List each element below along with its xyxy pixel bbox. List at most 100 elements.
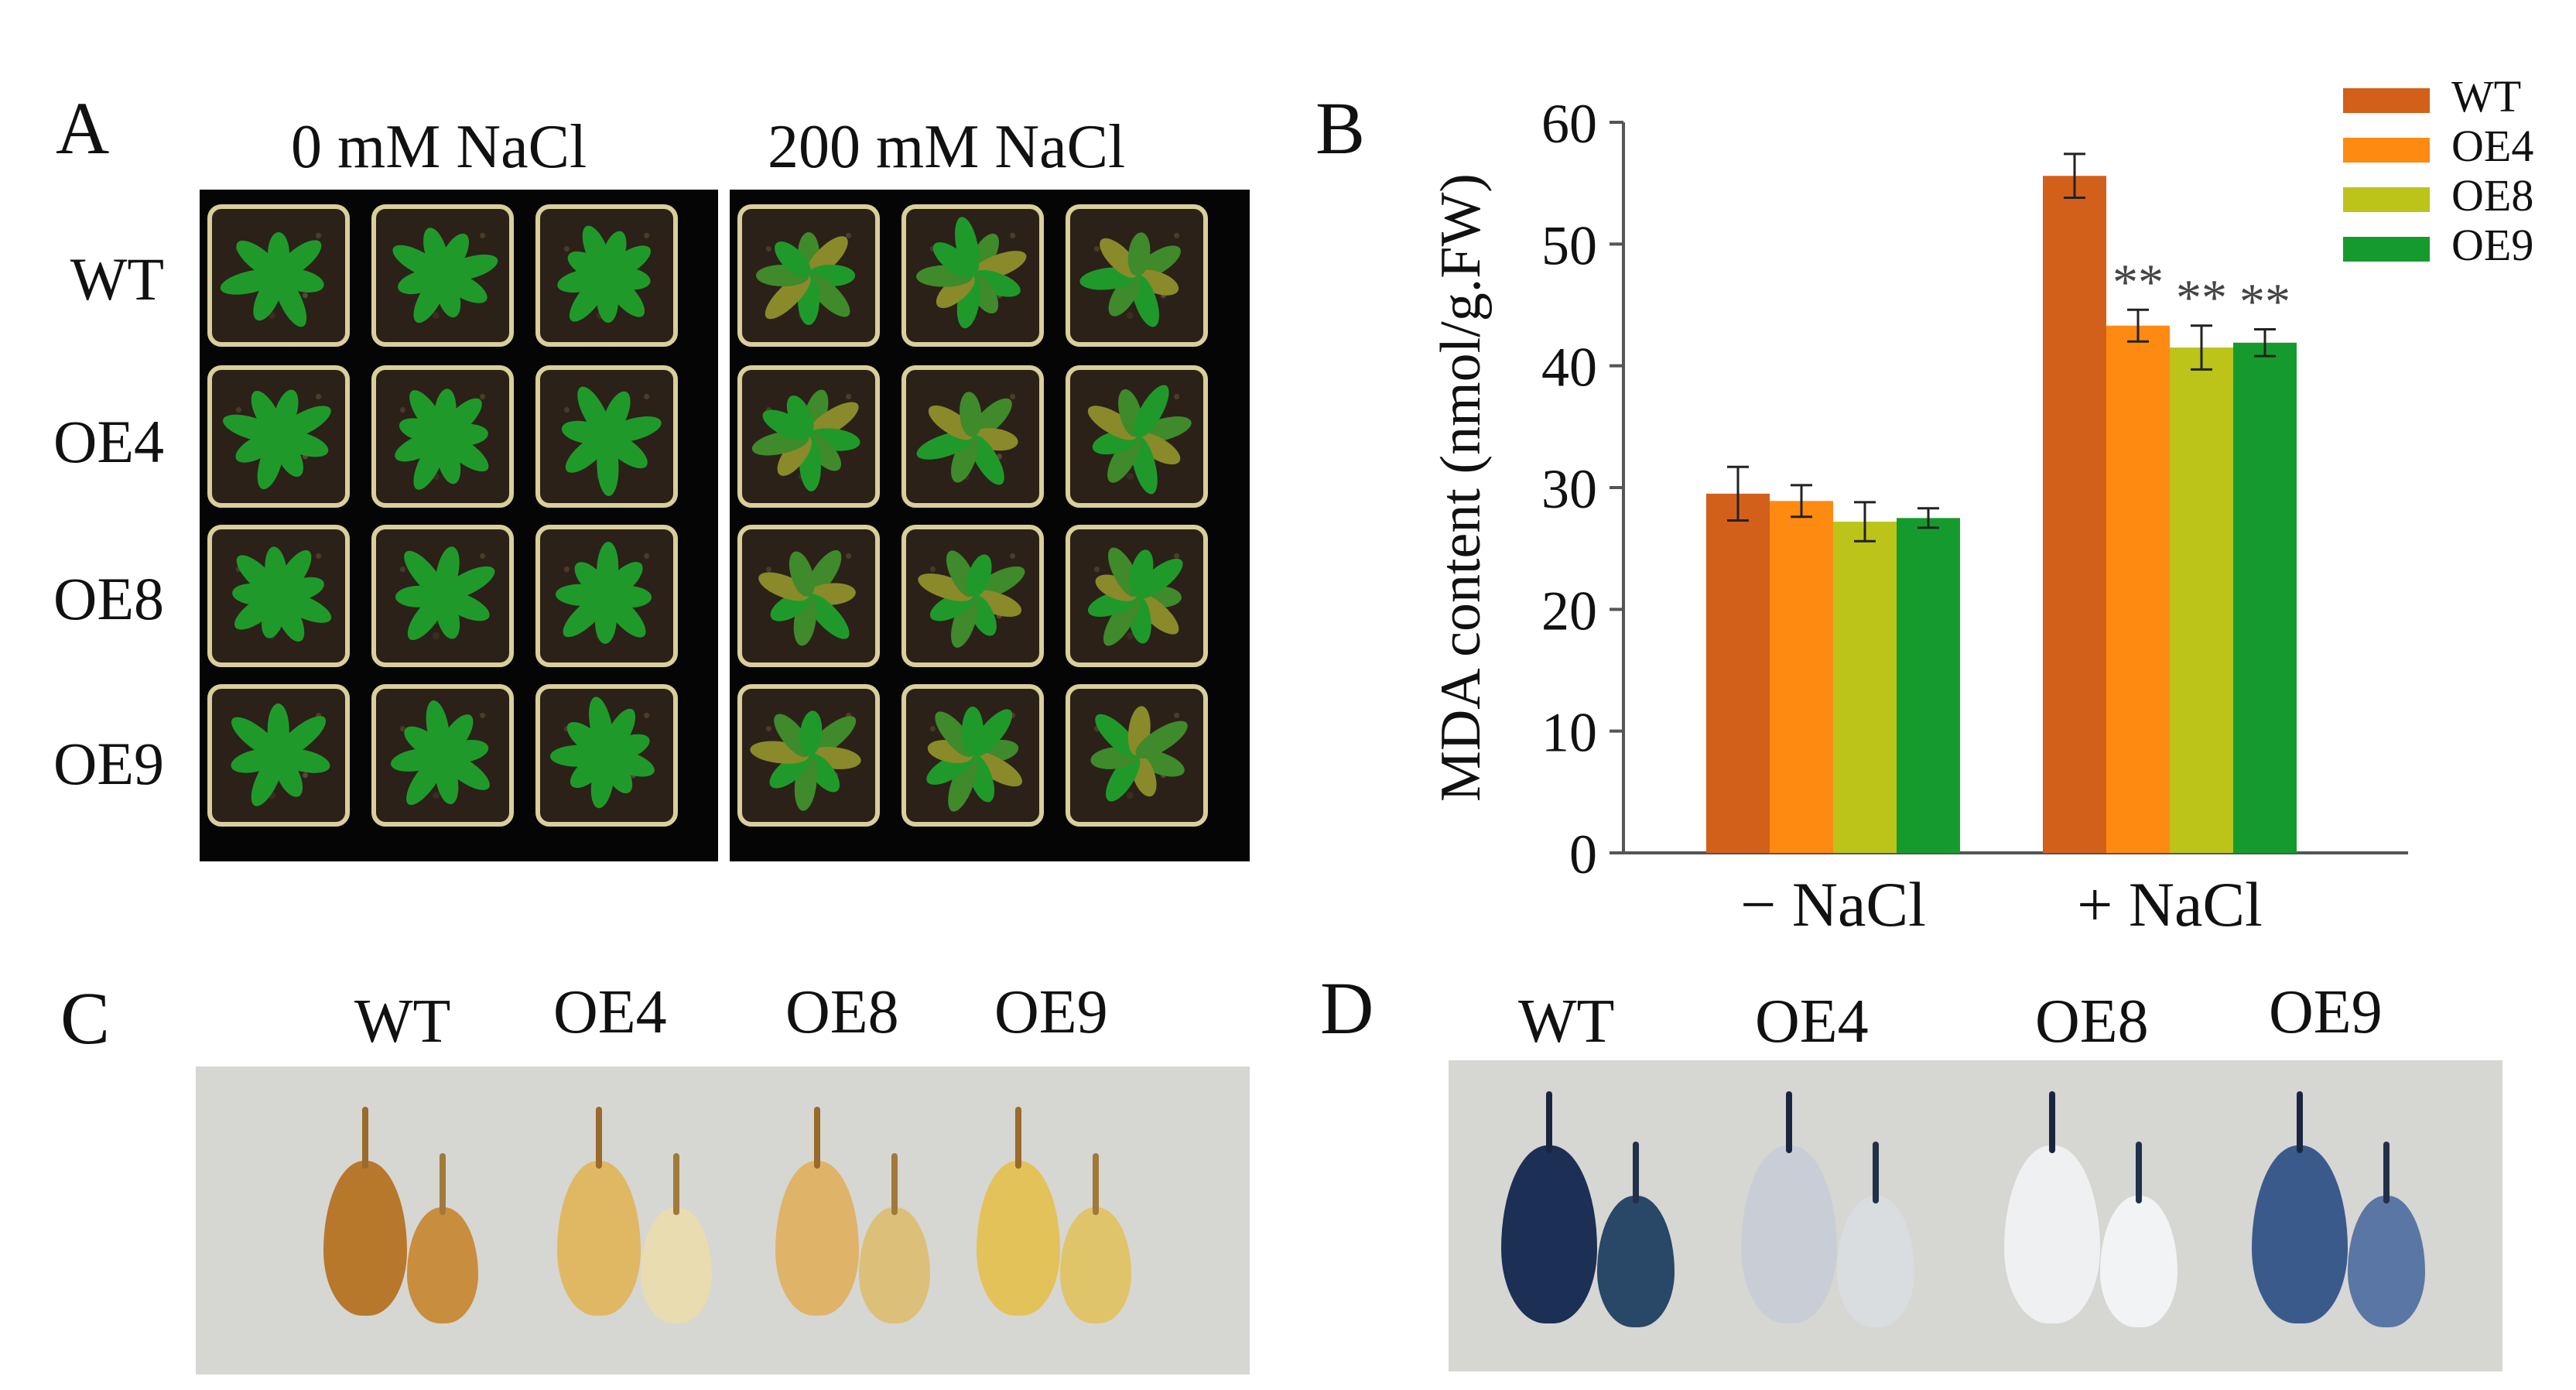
stained-leaf bbox=[2252, 1145, 2348, 1323]
plant-pot bbox=[737, 684, 880, 827]
bar-oe9-1 bbox=[2233, 342, 2297, 854]
plant-pot bbox=[207, 684, 350, 827]
panel-label-c: C bbox=[60, 977, 111, 1060]
plant-pot bbox=[737, 365, 880, 508]
leaf-petiole bbox=[1873, 1142, 1879, 1203]
stained-leaf bbox=[977, 1161, 1060, 1316]
plant-pot bbox=[1066, 525, 1208, 667]
legend-label-oe8: OE8 bbox=[2451, 170, 2533, 221]
leaf-petiole bbox=[362, 1107, 368, 1169]
leaf-petiole bbox=[1633, 1142, 1639, 1203]
plant-pot bbox=[737, 525, 880, 667]
y-tick-label: 20 bbox=[1541, 580, 1597, 642]
leaf-petiole bbox=[2383, 1142, 2390, 1203]
bar-oe4-0 bbox=[1770, 501, 1833, 853]
stained-leaf bbox=[1741, 1145, 1837, 1323]
plant-pot bbox=[371, 525, 514, 667]
stained-leaf bbox=[1060, 1207, 1131, 1323]
stain-d-label-oe8: OE8 bbox=[2035, 988, 2149, 1056]
stained-leaf bbox=[1501, 1145, 1597, 1323]
plant-pot bbox=[535, 365, 678, 508]
plant-pot bbox=[1066, 204, 1208, 347]
leaf-petiole bbox=[2049, 1091, 2055, 1153]
plant-pot bbox=[1066, 684, 1208, 827]
y-tick-label: 0 bbox=[1569, 823, 1597, 885]
leaf-petiole bbox=[1093, 1153, 1099, 1215]
significance-marker: ** bbox=[2176, 270, 2227, 327]
y-tick-label: 30 bbox=[1541, 458, 1597, 520]
stain-c-label-wt: WT bbox=[354, 988, 451, 1056]
bar-wt-1 bbox=[2043, 176, 2106, 853]
stain-d-label-oe4: OE4 bbox=[1755, 988, 1869, 1056]
stain-d-label-oe9: OE9 bbox=[2269, 978, 2383, 1046]
plant-pot bbox=[207, 525, 350, 667]
leaf-petiole bbox=[1015, 1107, 1021, 1169]
leaf-petiole bbox=[2297, 1091, 2303, 1153]
plant-pot bbox=[535, 525, 678, 667]
y-tick-label: 10 bbox=[1541, 702, 1597, 764]
x-category-label: + NaCl bbox=[2077, 869, 2263, 940]
plant-pot bbox=[535, 684, 678, 827]
significance-marker: ** bbox=[2112, 254, 2164, 310]
stain-c-label-oe9: OE9 bbox=[994, 978, 1108, 1046]
plant-pot bbox=[1066, 365, 1208, 508]
plant-pot bbox=[901, 204, 1044, 347]
y-tick-label: 60 bbox=[1541, 93, 1597, 155]
row-label-wt: WT bbox=[70, 245, 164, 313]
bar-oe4-1 bbox=[2106, 325, 2170, 853]
y-axis-title: MDA content (nmol/g.FW) bbox=[1429, 173, 1493, 802]
stained-leaf bbox=[323, 1161, 407, 1316]
stained-leaf bbox=[1597, 1196, 1675, 1327]
legend-swatch-oe4 bbox=[2343, 138, 2430, 163]
legend-label-oe9: OE9 bbox=[2451, 220, 2533, 270]
leaf-petiole bbox=[440, 1153, 446, 1215]
stained-leaf bbox=[407, 1207, 478, 1323]
plant-pot bbox=[535, 204, 678, 347]
stain-d-label-wt: WT bbox=[1518, 988, 1615, 1056]
leaf-petiole bbox=[1786, 1091, 1792, 1153]
plant-pot bbox=[371, 365, 514, 508]
stain-c-label-oe4: OE4 bbox=[553, 978, 667, 1046]
legend-swatch-wt bbox=[2343, 88, 2430, 113]
stained-leaf bbox=[859, 1207, 930, 1323]
leaf-petiole bbox=[596, 1107, 602, 1169]
legend-label-oe4: OE4 bbox=[2451, 121, 2533, 171]
x-category-label: − NaCl bbox=[1740, 869, 1926, 940]
plant-pot bbox=[901, 525, 1044, 667]
plant-pot bbox=[901, 684, 1044, 827]
stained-leaf bbox=[1837, 1196, 1914, 1327]
bar-wt-0 bbox=[1706, 493, 1770, 853]
stained-leaf bbox=[557, 1161, 641, 1316]
leaf-petiole bbox=[814, 1107, 820, 1169]
leaf-petiole bbox=[2136, 1142, 2142, 1203]
plant-pot bbox=[207, 204, 350, 347]
plant-pot bbox=[371, 684, 514, 827]
row-label-oe9: OE9 bbox=[53, 730, 164, 797]
row-label-oe4: OE4 bbox=[53, 408, 164, 475]
plant-pot bbox=[901, 365, 1044, 508]
stained-leaf bbox=[2100, 1196, 2177, 1327]
leaf-petiole bbox=[1546, 1091, 1552, 1153]
stained-leaf bbox=[2004, 1145, 2100, 1323]
plant-pot bbox=[737, 204, 880, 347]
panel-label-a: A bbox=[56, 87, 110, 169]
plant-pot bbox=[371, 204, 514, 347]
bar-oe9-0 bbox=[1897, 518, 1960, 853]
panel-label-b: B bbox=[1315, 87, 1366, 169]
stain-c-label-oe8: OE8 bbox=[785, 978, 899, 1046]
panel-label-d: D bbox=[1320, 967, 1374, 1049]
leaf-petiole bbox=[673, 1153, 679, 1215]
y-tick-label: 50 bbox=[1541, 214, 1597, 276]
legend-label-wt: WT bbox=[2451, 71, 2521, 122]
row-label-oe8: OE8 bbox=[53, 565, 164, 632]
stained-leaf bbox=[641, 1207, 712, 1323]
stained-leaf bbox=[775, 1161, 859, 1316]
plant-pot bbox=[207, 365, 350, 508]
significance-marker: ** bbox=[2239, 273, 2290, 330]
stained-leaf bbox=[2348, 1196, 2425, 1327]
condition-title-control: 0 mM NaCl bbox=[291, 113, 587, 181]
legend-swatch-oe8 bbox=[2343, 187, 2430, 212]
leaf-petiole bbox=[891, 1153, 898, 1215]
y-tick-label: 40 bbox=[1541, 337, 1597, 399]
